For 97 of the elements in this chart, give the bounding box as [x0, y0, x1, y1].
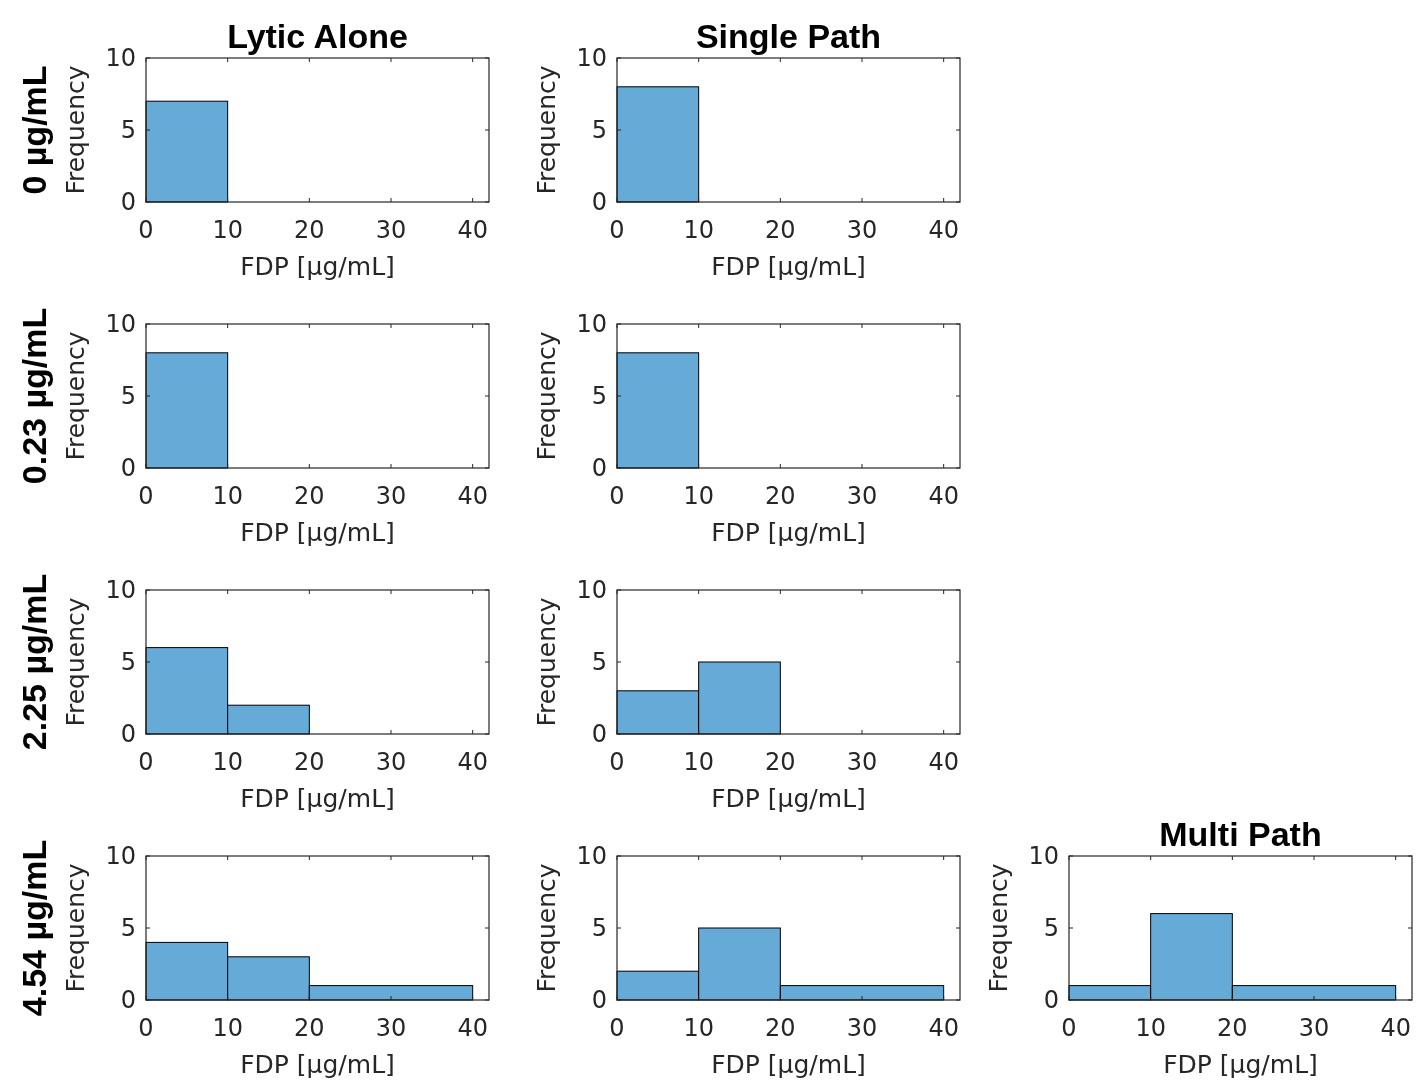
y-axis-title: Frequency	[532, 65, 561, 195]
y-tick-label: 10	[576, 44, 607, 72]
x-tick-label: 10	[212, 482, 243, 510]
x-tick-label: 30	[846, 1014, 878, 1042]
x-tick-label: 0	[1061, 1014, 1077, 1042]
x-tick-label: 0	[609, 482, 625, 510]
x-tick-label: 0	[138, 216, 154, 244]
x-tick-label: 10	[1135, 1014, 1166, 1042]
y-tick-label: 0	[120, 986, 136, 1014]
x-tick-label: 40	[928, 748, 959, 776]
y-tick-label: 5	[120, 116, 136, 144]
x-axis-title: FDP [µg/mL]	[711, 252, 866, 281]
x-axis-title: FDP [µg/mL]	[711, 784, 866, 813]
text: 4.54 µg/mL	[15, 839, 53, 1017]
y-axis-title: Frequency	[61, 597, 90, 727]
x-axis-title: FDP [µg/mL]	[240, 1050, 395, 1079]
y-axis-title: Frequency	[61, 331, 90, 461]
x-tick-label: 20	[294, 216, 325, 244]
y-tick-label: 0	[120, 188, 136, 216]
x-tick-label: 30	[375, 482, 407, 510]
x-tick-label: 0	[138, 748, 154, 776]
y-axis-title: Frequency	[984, 863, 1013, 993]
y-tick-label: 0	[591, 454, 607, 482]
y-tick-label: 0	[120, 720, 136, 748]
x-tick-label: 10	[683, 216, 714, 244]
x-tick-label: 40	[928, 216, 959, 244]
chart-title: Single Path	[695, 17, 882, 55]
x-tick-label: 0	[138, 1014, 154, 1042]
x-tick-label: 10	[212, 1014, 243, 1042]
x-tick-label: 30	[375, 748, 407, 776]
y-tick-label: 10	[105, 310, 136, 338]
y-axis-title: Frequency	[61, 65, 90, 195]
x-tick-label: 20	[765, 748, 796, 776]
x-tick-label: 10	[683, 482, 714, 510]
y-axis-title: Frequency	[532, 597, 561, 727]
text: 0 µg/mL	[15, 65, 53, 195]
y-tick-label: 0	[591, 188, 607, 216]
x-tick-label: 20	[765, 1014, 796, 1042]
x-tick-label: 40	[457, 748, 488, 776]
x-tick-label: 10	[683, 748, 714, 776]
x-tick-label: 30	[375, 216, 407, 244]
x-tick-label: 20	[765, 216, 796, 244]
x-tick-label: 40	[457, 482, 488, 510]
x-axis-title: FDP [µg/mL]	[711, 1050, 866, 1079]
text: 2.25 µg/mL	[15, 573, 53, 751]
y-axis-title: Frequency	[61, 863, 90, 993]
x-tick-label: 0	[609, 748, 625, 776]
x-tick-label: 20	[765, 482, 796, 510]
x-tick-label: 20	[294, 1014, 325, 1042]
x-axis-title: FDP [µg/mL]	[240, 252, 395, 281]
y-tick-label: 10	[576, 310, 607, 338]
y-axis-title: Frequency	[532, 863, 561, 993]
y-tick-label: 5	[120, 914, 136, 942]
y-tick-label: 10	[576, 576, 607, 604]
x-tick-label: 40	[1380, 1014, 1411, 1042]
text: 0.23 µg/mL	[15, 307, 53, 485]
x-tick-label: 40	[928, 482, 959, 510]
y-tick-label: 5	[1043, 914, 1059, 942]
x-tick-label: 40	[457, 216, 488, 244]
x-axis-title: FDP [µg/mL]	[240, 784, 395, 813]
x-tick-label: 30	[1298, 1014, 1330, 1042]
chart-title: Lytic Alone	[227, 17, 408, 55]
x-tick-label: 20	[294, 482, 325, 510]
y-tick-label: 0	[591, 986, 607, 1014]
x-tick-label: 30	[375, 1014, 407, 1042]
y-tick-label: 10	[105, 576, 136, 604]
x-tick-label: 40	[928, 1014, 959, 1042]
y-tick-label: 10	[105, 44, 136, 72]
x-tick-label: 0	[609, 216, 625, 244]
y-tick-label: 0	[1043, 986, 1059, 1014]
y-tick-label: 10	[1028, 842, 1059, 870]
x-axis-title: FDP [µg/mL]	[1163, 1050, 1318, 1079]
y-axis-title: Frequency	[532, 331, 561, 461]
y-tick-label: 5	[591, 914, 607, 942]
y-tick-label: 10	[576, 842, 607, 870]
y-tick-label: 0	[591, 720, 607, 748]
y-tick-label: 10	[105, 842, 136, 870]
x-tick-label: 0	[609, 1014, 625, 1042]
y-tick-label: 0	[120, 454, 136, 482]
y-tick-label: 5	[591, 382, 607, 410]
x-axis-title: FDP [µg/mL]	[240, 518, 395, 547]
y-tick-label: 5	[120, 382, 136, 410]
x-tick-label: 40	[457, 1014, 488, 1042]
y-tick-label: 5	[591, 116, 607, 144]
y-tick-label: 5	[591, 648, 607, 676]
y-tick-label: 5	[120, 648, 136, 676]
x-axis-title: FDP [µg/mL]	[711, 518, 866, 547]
x-tick-label: 10	[212, 748, 243, 776]
x-tick-label: 30	[846, 748, 878, 776]
x-tick-label: 20	[1217, 1014, 1248, 1042]
x-tick-label: 30	[846, 216, 878, 244]
chart-title: Multi Path	[1159, 815, 1322, 853]
x-tick-label: 10	[683, 1014, 714, 1042]
x-tick-label: 10	[212, 216, 243, 244]
x-tick-label: 20	[294, 748, 325, 776]
x-tick-label: 30	[846, 482, 878, 510]
x-tick-label: 0	[138, 482, 154, 510]
